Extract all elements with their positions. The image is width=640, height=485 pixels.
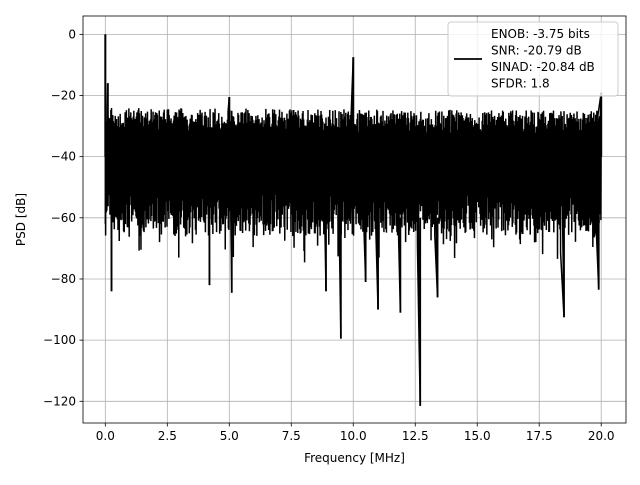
- x-tick-label: 12.5: [402, 429, 429, 443]
- x-axis-ticks: 0.0 2.5 5.0 7.5 10.0 12.5 15.0 17.5 20.0: [96, 423, 615, 443]
- legend-entry-snr: SNR: -20.79 dB: [491, 44, 582, 58]
- y-tick-label: −120: [43, 394, 76, 408]
- legend-box: [447, 21, 619, 97]
- x-axis-label: Frequency [MHz]: [304, 451, 405, 465]
- x-tick-label: 20.0: [588, 429, 615, 443]
- x-tick-label: 7.5: [282, 429, 301, 443]
- legend-entry-sinad: SINAD: -20.84 dB: [491, 60, 595, 74]
- y-tick-label: −60: [51, 211, 76, 225]
- x-tick-label: 15.0: [464, 429, 491, 443]
- x-tick-label: 0.0: [96, 429, 115, 443]
- axes-frame: [82, 15, 627, 424]
- y-axis-ticks: 0 −20 −40 −60 −80 −100 −120: [43, 27, 83, 408]
- y-tick-label: −20: [51, 89, 76, 103]
- y-axis-label: PSD [dB]: [14, 193, 28, 246]
- y-tick-label: −100: [43, 333, 76, 347]
- psd-trace: [104, 34, 602, 406]
- legend: ENOB: -3.75 bits SNR: -20.79 dB SINAD: -…: [447, 21, 619, 97]
- y-tick-label: −40: [51, 150, 76, 164]
- y-tick-label: −80: [51, 272, 76, 286]
- x-tick-label: 5.0: [220, 429, 239, 443]
- plot-area: [104, 34, 603, 406]
- y-tick-label: 0: [68, 27, 76, 41]
- legend-entry-enob: ENOB: -3.75 bits: [491, 27, 590, 41]
- x-tick-label: 10.0: [340, 429, 367, 443]
- x-tick-label: 2.5: [158, 429, 177, 443]
- legend-entry-sfdr: SFDR: 1.8: [491, 77, 550, 91]
- x-tick-label: 17.5: [526, 429, 553, 443]
